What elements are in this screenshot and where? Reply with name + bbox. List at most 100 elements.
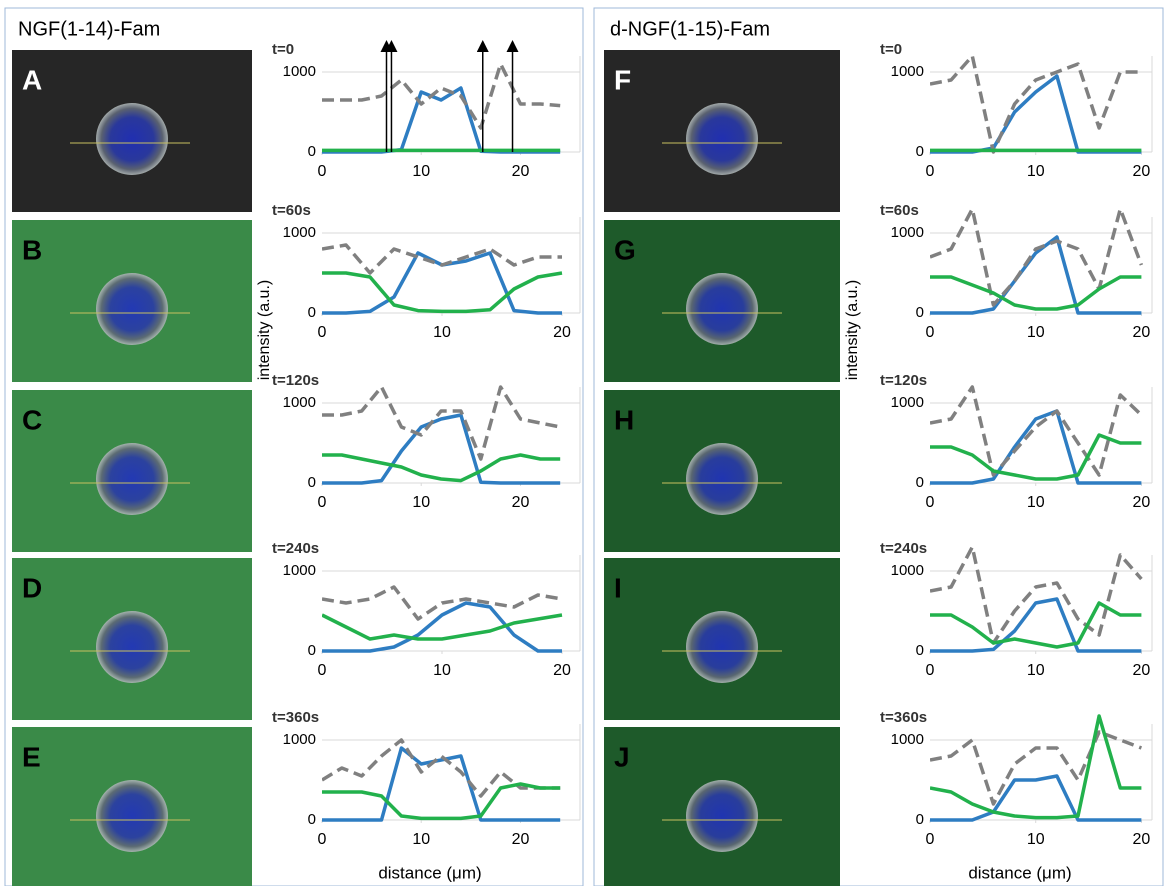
x-tick-label: 0 (318, 324, 327, 341)
series-line (930, 774, 1142, 822)
plot-area (930, 545, 1143, 653)
series-line (930, 409, 1142, 485)
x-tick-label: 20 (1133, 494, 1151, 511)
chart-title: t=240s (880, 540, 927, 557)
series-line (930, 74, 1142, 154)
cell (96, 273, 168, 345)
x-tick-label: 10 (433, 324, 451, 341)
series-line (930, 235, 1142, 315)
y-tick-label: 0 (308, 474, 316, 491)
x-tick-label: 10 (1027, 324, 1045, 341)
series-line (322, 271, 563, 314)
x-tick-label: 0 (318, 494, 327, 511)
panel-letter: I (614, 572, 622, 603)
x-tick-label: 20 (553, 662, 571, 679)
cell (96, 611, 168, 683)
series-line (930, 207, 1144, 307)
panel-letter: H (614, 404, 634, 435)
x-tick-label: 0 (926, 163, 935, 180)
x-tick-label: 10 (1027, 831, 1045, 848)
x-tick-label: 20 (1133, 662, 1151, 679)
chart-title: t=60s (880, 202, 919, 219)
series-line (322, 746, 561, 822)
y-tick-label: 0 (916, 143, 924, 160)
y-tick-label: 1000 (283, 562, 316, 579)
y-tick-label: 1000 (891, 224, 924, 241)
series-line (322, 86, 561, 154)
cell (96, 780, 168, 852)
plot-area (322, 385, 561, 485)
x-tick-label: 0 (926, 494, 935, 511)
chart-title: t=120s (272, 372, 319, 389)
y-tick-label: 0 (308, 304, 316, 321)
x-axis-label: distance (μm) (378, 863, 481, 882)
panel-title: d-NGF(1-15)-Fam (610, 18, 770, 40)
panel-letter: J (614, 741, 630, 772)
series-line (322, 243, 562, 275)
y-tick-label: 1000 (891, 63, 924, 80)
y-tick-label: 0 (308, 811, 316, 828)
plot-area (322, 738, 561, 822)
x-tick-label: 20 (512, 163, 530, 180)
series-line (322, 413, 561, 485)
panel-letter: F (614, 64, 631, 95)
plot-area (930, 385, 1143, 485)
chart-title: t=0 (272, 41, 294, 58)
x-tick-label: 0 (926, 662, 935, 679)
panel-letter: G (614, 234, 636, 265)
series-line (930, 601, 1142, 649)
x-tick-label: 20 (1133, 163, 1151, 180)
chart-title: t=0 (880, 41, 902, 58)
series-line (930, 433, 1142, 481)
series-line (322, 782, 561, 821)
y-tick-label: 0 (308, 642, 316, 659)
plot-area (930, 54, 1142, 154)
panel-title: NGF(1-14)-Fam (18, 18, 160, 40)
y-tick-label: 1000 (283, 63, 316, 80)
y-axis-label: intensity (a.u.) (844, 280, 861, 380)
series-line (322, 738, 561, 798)
x-tick-label: 20 (553, 324, 571, 341)
series-line (930, 730, 1143, 806)
x-tick-label: 20 (512, 494, 530, 511)
x-tick-label: 20 (512, 831, 530, 848)
y-tick-label: 0 (916, 474, 924, 491)
series-line (322, 613, 563, 641)
plot-area (930, 714, 1143, 822)
x-tick-label: 0 (318, 163, 327, 180)
panel-frame (4, 7, 584, 886)
cell (96, 103, 168, 175)
chart-title: t=360s (880, 709, 927, 726)
x-tick-label: 10 (1027, 662, 1045, 679)
x-tick-label: 10 (1027, 494, 1045, 511)
y-tick-label: 1000 (891, 394, 924, 411)
cell (686, 273, 758, 345)
y-tick-label: 1000 (891, 562, 924, 579)
series-line (930, 385, 1143, 477)
x-tick-label: 10 (433, 662, 451, 679)
plot-area (930, 207, 1144, 315)
series-line (930, 545, 1143, 645)
series-line (930, 597, 1142, 653)
panel-letter: D (22, 572, 42, 603)
x-tick-label: 0 (318, 662, 327, 679)
x-tick-label: 10 (412, 831, 430, 848)
plot-area (322, 243, 563, 315)
series-line (322, 385, 561, 461)
y-tick-label: 0 (916, 811, 924, 828)
chart-title: t=360s (272, 709, 319, 726)
x-tick-label: 0 (926, 324, 935, 341)
y-tick-label: 0 (308, 143, 316, 160)
panel-letter: E (22, 741, 41, 772)
panel-frame (593, 7, 1164, 886)
y-tick-label: 1000 (283, 731, 316, 748)
series-line (322, 62, 561, 130)
series-line (322, 453, 561, 483)
series-line (322, 585, 563, 621)
series-line (930, 54, 1142, 154)
cell (686, 780, 758, 852)
cell (686, 103, 758, 175)
cell (686, 611, 758, 683)
panel-letter: C (22, 404, 42, 435)
y-tick-label: 0 (916, 642, 924, 659)
